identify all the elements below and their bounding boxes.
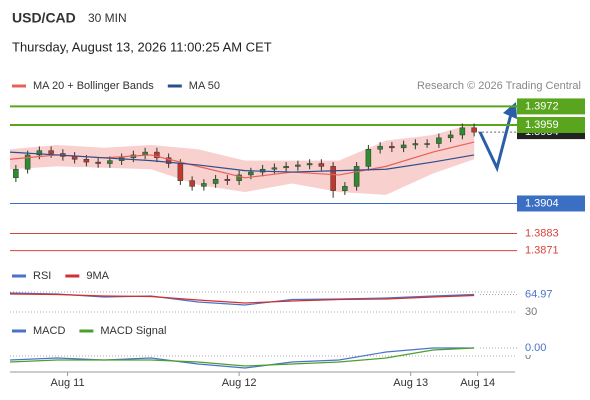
- candle-body: [436, 137, 442, 144]
- value-box: [519, 341, 579, 355]
- level-label: 1.3972: [525, 100, 559, 112]
- candle-body: [318, 163, 325, 167]
- candle-body: [365, 148, 372, 167]
- candle-body: [283, 166, 289, 169]
- candle-body: [24, 154, 31, 170]
- candle-body: [71, 156, 78, 160]
- x-tick-label: Aug 11: [51, 377, 85, 389]
- legend-label: RSI: [33, 270, 51, 282]
- candle-body: [471, 127, 477, 133]
- candle-body: [377, 146, 383, 150]
- candle-body: [295, 164, 301, 167]
- candle-body: [353, 166, 360, 187]
- candle-body: [400, 144, 407, 149]
- bollinger-band: [10, 123, 475, 195]
- legend-label: MACD Signal: [100, 325, 166, 337]
- candle-body: [95, 161, 101, 164]
- level-box: [517, 195, 585, 212]
- indicator-line: [9, 293, 475, 304]
- forecast-path: [478, 113, 513, 173]
- candle-body: [154, 151, 160, 159]
- y-tick-label: 30: [525, 306, 537, 318]
- x-tick-label: Aug 14: [460, 377, 495, 389]
- value-label: 64.97: [525, 288, 553, 300]
- candle-body: [212, 178, 219, 184]
- candle-body: [165, 157, 172, 164]
- x-tick-label: Aug 13: [393, 377, 428, 389]
- indicator-line: [9, 347, 475, 369]
- y-tick-label: 0: [525, 350, 531, 362]
- candle-body: [342, 186, 348, 191]
- candle-body: [48, 150, 54, 154]
- level-label: 1.3904: [525, 197, 559, 209]
- ma-line: [9, 151, 475, 173]
- credit: Research © 2026 Trading Central: [417, 80, 581, 92]
- interval: 30 MIN: [88, 11, 127, 25]
- candle-body: [107, 160, 113, 164]
- level-box: [517, 98, 585, 115]
- candle-body: [36, 150, 43, 156]
- legend-label: MACD: [33, 325, 65, 337]
- symbol: USD/CAD: [12, 10, 76, 26]
- level-box: [517, 116, 585, 133]
- candle-body: [306, 163, 313, 166]
- legend-label: MA 50: [189, 80, 220, 92]
- legend-label: 9MA: [86, 270, 109, 282]
- legend-label: MA 20 + Bollinger Bands: [33, 80, 154, 92]
- timestamp: Thursday, August 13, 2026 11:00:25 AM CE…: [12, 39, 272, 54]
- candle-body: [389, 146, 395, 149]
- level-label: 1.3883: [525, 227, 559, 239]
- level-label: 1.3959: [525, 119, 559, 131]
- candle-body: [459, 127, 466, 136]
- indicator-line: [9, 347, 475, 367]
- x-tick-label: Aug 12: [222, 377, 257, 389]
- candle-body: [447, 134, 454, 139]
- candle-body: [83, 158, 90, 163]
- level-label: 1.3871: [525, 244, 559, 256]
- candle-body: [330, 166, 336, 191]
- candle-body: [271, 167, 278, 170]
- candle-body: [177, 163, 184, 181]
- value-box: [519, 287, 579, 302]
- candle-body: [224, 178, 231, 181]
- value-label: 0.00: [525, 342, 546, 354]
- candle-body: [412, 143, 419, 146]
- candle-body: [142, 151, 148, 156]
- candle-body: [13, 168, 19, 179]
- candle-body: [424, 143, 430, 145]
- candle-body: [236, 174, 242, 181]
- candle-body: [201, 183, 207, 187]
- forecast-arrow: [478, 102, 517, 173]
- candle-body: [248, 171, 254, 176]
- candle-body: [189, 180, 195, 187]
